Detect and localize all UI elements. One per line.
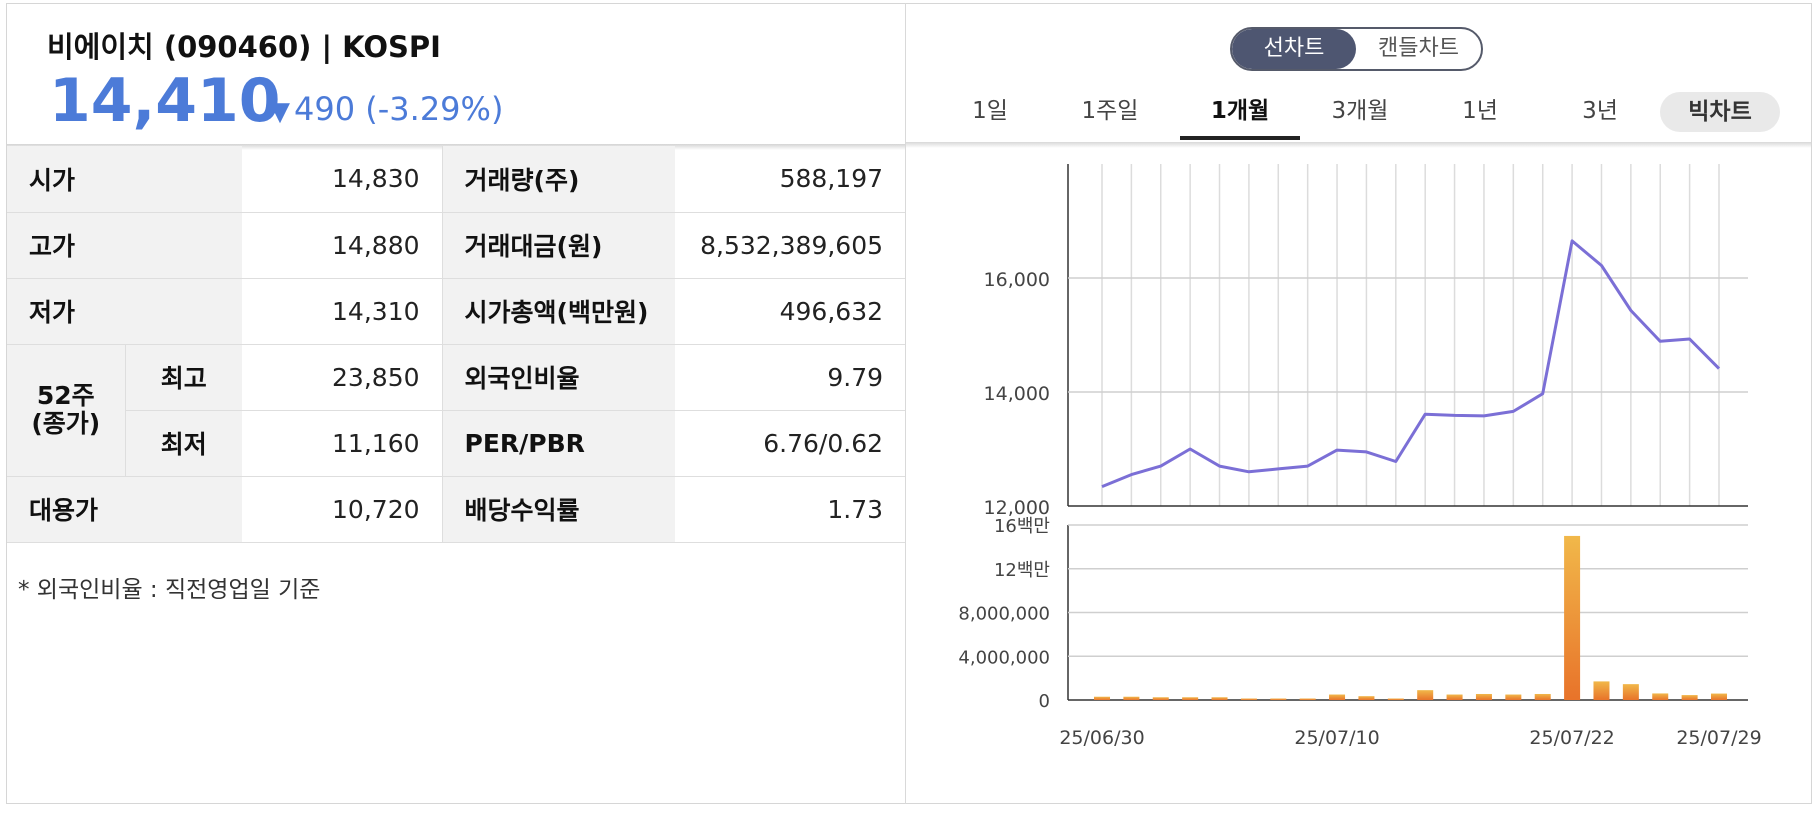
mcap-label: 시가총액(백만원) — [441, 278, 676, 345]
foreign-label: 외국인비율 — [441, 344, 676, 411]
x-tick-label: 25/07/22 — [1529, 727, 1614, 749]
price-line — [1101, 239, 1721, 488]
volume-tick-label: 16백만 — [994, 516, 1050, 537]
volume-tick-label: 8,000,000 — [958, 604, 1050, 625]
table-row: 최저 11,160 PER/PBR 6.76/0.62 — [7, 410, 906, 477]
volume-bar — [1387, 698, 1404, 700]
price-volume-chart: 12,000 14,000 16,000 0 4,000,000 8,000,000 12백… — [958, 164, 1762, 749]
volume-bar — [1211, 697, 1228, 700]
price-gridlines — [1067, 164, 1748, 507]
subst-label: 대용가 — [7, 476, 243, 543]
subst-value: 10,720 — [242, 476, 443, 543]
volume-bar — [1270, 698, 1287, 700]
w52-high-value: 23,850 — [242, 344, 443, 411]
table-row: 저가 14,310 시가총액(백만원) 496,632 — [7, 278, 906, 345]
volume-bar — [1152, 697, 1169, 700]
volume-tick-label: 0 — [1039, 691, 1050, 712]
volume-bar — [1446, 694, 1463, 700]
w52-high-label: 최고 — [125, 344, 243, 411]
volume-bar — [1622, 684, 1639, 700]
panel-divider — [905, 3, 906, 804]
volume-bar — [1240, 698, 1257, 700]
high-label: 고가 — [7, 212, 243, 279]
volume-value: 588,197 — [675, 146, 906, 213]
volume-bar — [1652, 693, 1669, 700]
current-price: 14,410 — [49, 66, 281, 136]
tab-1d[interactable]: 1일 — [972, 98, 1008, 124]
volume-bar — [1505, 694, 1522, 700]
price-change-value: 490 (-3.29%) — [294, 90, 504, 128]
quote-panel — [6, 3, 1812, 804]
stock-name: 비에이치 (090460) | KOSPI — [47, 30, 441, 64]
week52-label: 52주 (종가) — [7, 344, 126, 477]
table-row: 52주 (종가) 최고 23,850 외국인비율 9.79 — [7, 344, 906, 477]
line-chart-tab[interactable]: 선차트 — [1232, 29, 1356, 69]
w52-low-label: 최저 — [125, 410, 243, 477]
x-tick-label: 25/07/29 — [1676, 727, 1761, 749]
axis-labels: 12,000 14,000 16,000 0 4,000,000 8,000,000 12백… — [958, 269, 1761, 749]
price-tick-label: 14,000 — [984, 383, 1050, 405]
x-tick-label: 25/06/30 — [1059, 727, 1144, 749]
per-label: PER/PBR — [441, 410, 676, 477]
chart-type-toggle[interactable]: 선차트 캔들차트 — [1230, 27, 1483, 71]
volume-bar — [1123, 696, 1140, 700]
volume-label: 거래량(주) — [441, 146, 676, 213]
price-change: ▼ 490 (-3.29%) — [270, 90, 503, 128]
table-row: 시가 14,830 거래량(주) 588,197 — [7, 146, 906, 213]
low-value: 14,310 — [242, 278, 443, 345]
tab-3m[interactable]: 3개월 — [1331, 98, 1389, 124]
volume-bar — [1534, 693, 1551, 700]
volume-bar — [1711, 693, 1727, 700]
volume-tick-label: 4,000,000 — [958, 647, 1050, 668]
foreign-value: 9.79 — [675, 344, 906, 411]
table-row: 고가 14,880 거래대금(원) 8,532,389,605 — [7, 212, 906, 279]
price-tick-label: 16,000 — [984, 269, 1050, 291]
amount-label: 거래대금(원) — [441, 212, 676, 279]
low-label: 저가 — [7, 278, 243, 345]
mcap-value: 496,632 — [675, 278, 906, 345]
volume-bar — [1681, 695, 1698, 700]
volume-gridlines — [1067, 524, 1748, 701]
w52-low-value: 11,160 — [242, 410, 443, 477]
open-value: 14,830 — [242, 146, 443, 213]
price-line-group — [1101, 239, 1721, 488]
tabs-shadow — [906, 142, 1811, 148]
vertical-gridlines — [1101, 164, 1720, 506]
down-triangle-icon: ▼ — [270, 97, 290, 127]
volume-bars — [1094, 535, 1727, 700]
div-value: 1.73 — [675, 476, 906, 543]
tab-1y[interactable]: 1년 — [1462, 98, 1498, 124]
tab-3y[interactable]: 3년 — [1582, 98, 1618, 124]
stats-table: 시가 14,830 거래량(주) 588,197 고가 14,880 거래대금(… — [7, 146, 906, 543]
div-label: 배당수익률 — [441, 476, 676, 543]
amount-value: 8,532,389,605 — [675, 212, 906, 279]
big-chart-button[interactable]: 빅차트 — [1660, 92, 1780, 132]
open-label: 시가 — [7, 146, 243, 213]
volume-bar — [1094, 696, 1110, 700]
volume-bar — [1299, 698, 1316, 700]
tab-1m[interactable]: 1개월 — [1180, 88, 1300, 140]
table-row: 대용가 10,720 배당수익률 1.73 — [7, 476, 906, 543]
tab-1w[interactable]: 1주일 — [1081, 98, 1139, 124]
x-tick-label: 25/07/10 — [1294, 727, 1379, 749]
foreign-ratio-note: * 외국인비율 : 직전영업일 기준 — [18, 577, 321, 603]
volume-bar — [1593, 681, 1610, 700]
volume-bar — [1475, 693, 1492, 700]
volume-bar — [1564, 535, 1581, 700]
volume-bar — [1329, 694, 1346, 700]
high-value: 14,880 — [242, 212, 443, 279]
quote-header: 비에이치 (090460) | KOSPI 14,410 ▼ 490 (-3.29… — [7, 4, 904, 144]
period-tabs: 1일 1주일 1개월 3개월 1년 3년 — [930, 88, 1790, 142]
volume-tick-label: 12백만 — [994, 560, 1050, 581]
candle-chart-tab[interactable]: 캔들차트 — [1378, 36, 1459, 61]
per-value: 6.76/0.62 — [675, 410, 906, 477]
volume-bar — [1358, 696, 1375, 700]
price-tick-label: 12,000 — [984, 497, 1050, 519]
volume-bar — [1417, 690, 1434, 700]
volume-bar — [1182, 697, 1199, 700]
